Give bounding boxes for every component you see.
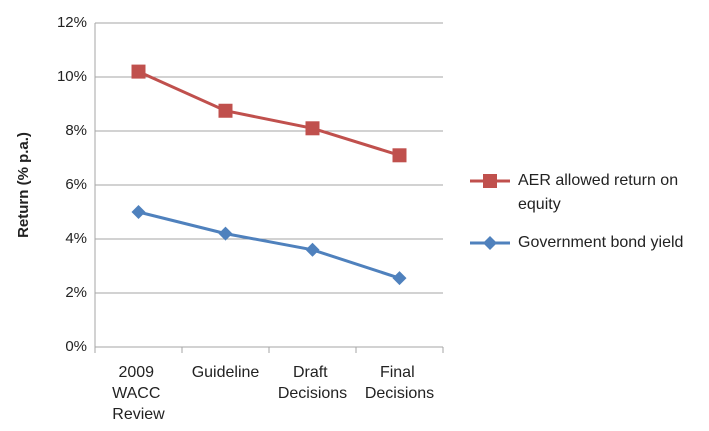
x-tick-label: Draft Decisions [278, 364, 347, 402]
legend-label: AER allowed return on equity [518, 172, 683, 213]
series-line [137, 70, 400, 157]
x-tick-label: Guideline [192, 364, 260, 381]
y-tick-label: 12% [57, 14, 87, 31]
y-tick-label: 0% [65, 338, 87, 355]
marker [305, 242, 320, 257]
legend-marker [483, 174, 497, 188]
y-tick-label: 4% [65, 230, 87, 247]
marker [218, 103, 233, 118]
marker [392, 148, 407, 163]
y-tick-label: 10% [57, 68, 87, 85]
marker [305, 121, 320, 136]
x-tick-label: 2009 WACC Review [112, 364, 165, 423]
y-tick-label: 2% [65, 284, 87, 301]
marker [131, 205, 146, 219]
marker [131, 64, 146, 79]
marker [392, 271, 407, 286]
y-axis-title: Return (% p.a.) [15, 132, 32, 238]
legend-label: Government bond yield [518, 234, 683, 251]
x-tick-label: Final Decisions [365, 364, 434, 402]
y-tick-label: 6% [65, 176, 87, 193]
series-line [138, 210, 400, 280]
marker [218, 226, 233, 241]
y-tick-label: 8% [65, 122, 87, 139]
legend-marker [483, 236, 497, 250]
